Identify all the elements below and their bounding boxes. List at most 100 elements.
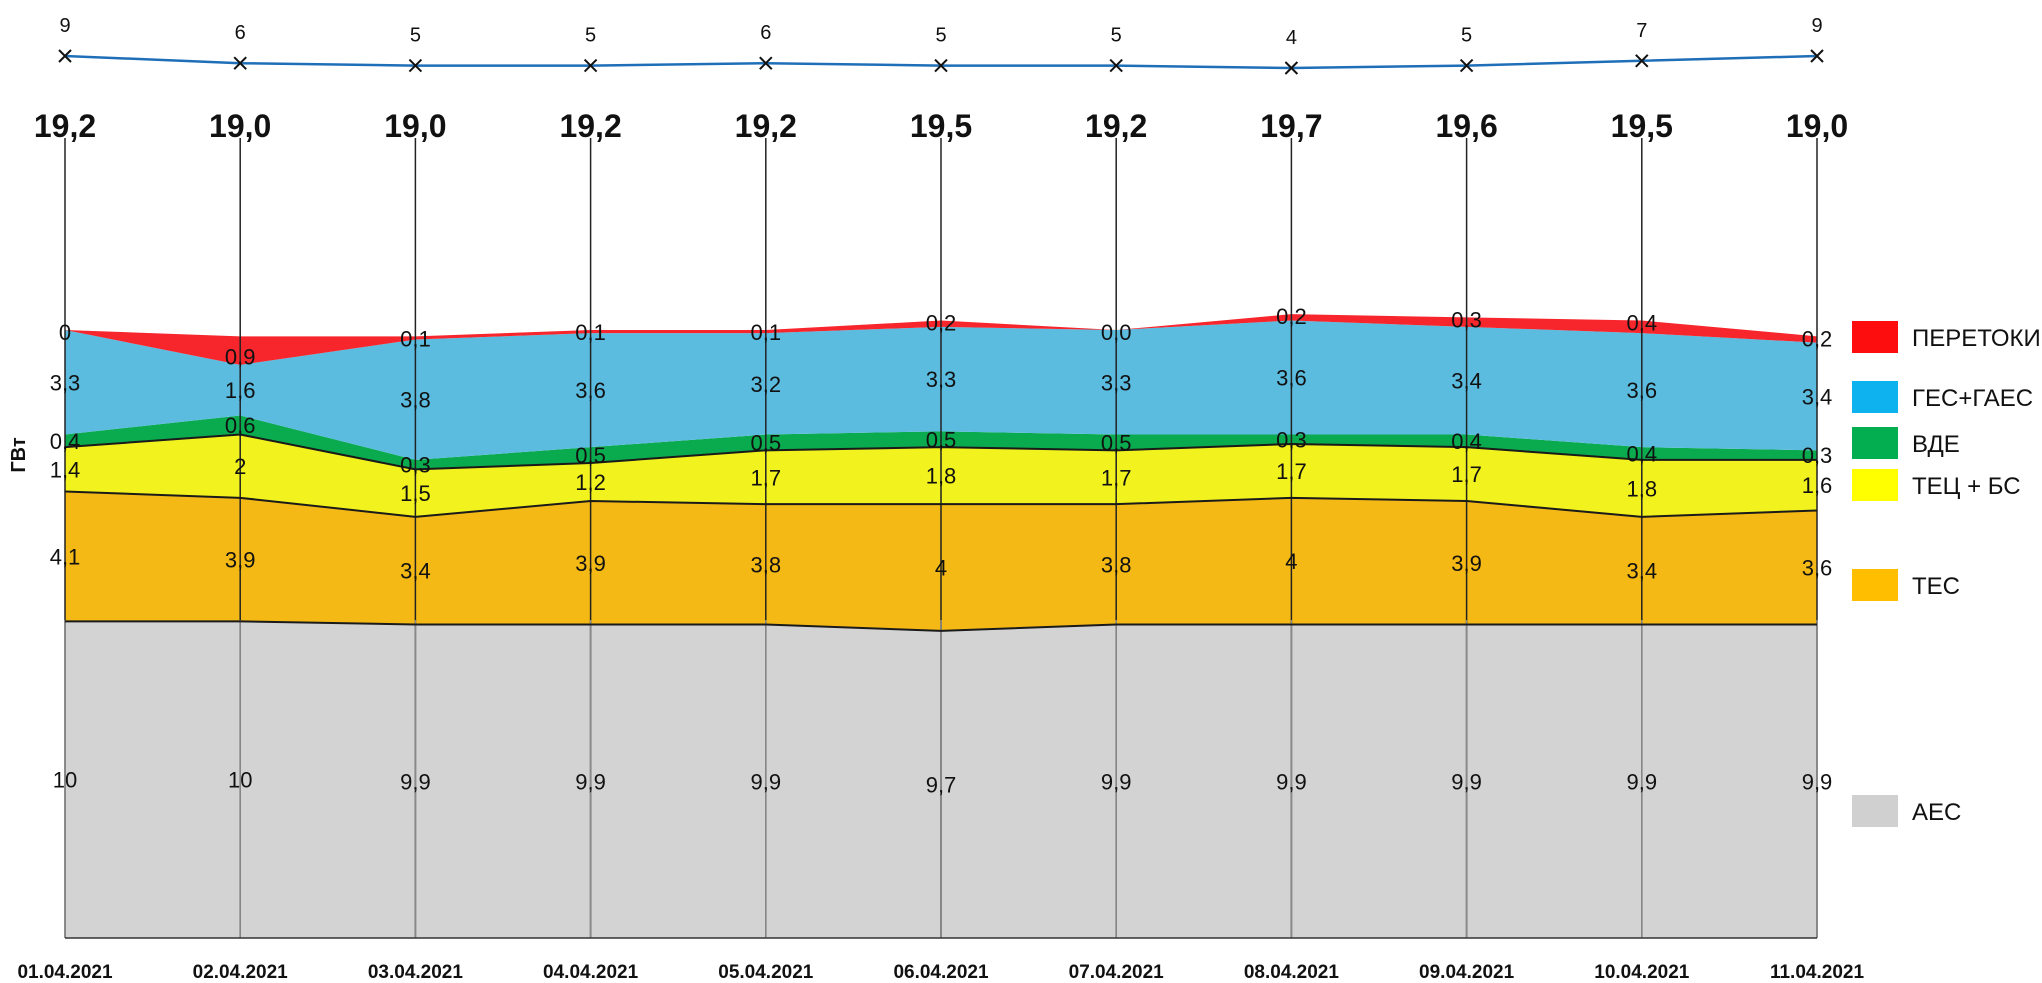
top-series-marker <box>583 58 598 73</box>
top-line-panel: 9 6 5 5 6 5 5 4 5 7 9 <box>58 15 1824 75</box>
value-label: 10 <box>53 768 77 793</box>
total-label: 19,0 <box>209 108 271 144</box>
value-label: 0,2 <box>926 311 957 336</box>
value-label: 3,4 <box>1627 559 1658 584</box>
value-label: 3,9 <box>225 548 256 573</box>
x-tick-label: 05.04.2021 <box>718 962 814 983</box>
value-label: 4 <box>1285 549 1297 574</box>
value-label: 0,9 <box>225 344 256 369</box>
value-label: 0,1 <box>575 320 606 345</box>
value-label: 1,7 <box>1101 465 1132 490</box>
total-label: 19,2 <box>735 108 797 144</box>
top-series-marker <box>1284 61 1299 75</box>
value-label: 9,9 <box>1802 769 1833 794</box>
legend-swatch <box>1852 381 1898 413</box>
value-label: 3,3 <box>1101 370 1132 395</box>
value-label: 2 <box>234 454 246 479</box>
top-series-label: 9 <box>1811 15 1822 37</box>
top-series-label: 6 <box>235 22 246 44</box>
value-label: 3,8 <box>751 552 782 577</box>
total-label: 19,0 <box>1786 108 1848 144</box>
x-tick-label: 06.04.2021 <box>893 962 989 983</box>
value-label: 3,2 <box>751 372 782 397</box>
value-label: 3,3 <box>50 370 81 395</box>
top-series-marker <box>1810 49 1824 63</box>
value-label: 1,8 <box>1627 476 1658 501</box>
value-label: 1,7 <box>1451 462 1482 487</box>
x-tick-label: 02.04.2021 <box>193 962 289 983</box>
value-label: 0,3 <box>1451 307 1482 332</box>
value-label: 3,6 <box>1276 366 1307 391</box>
value-label: 9,9 <box>575 769 606 794</box>
top-series-label: 5 <box>410 25 421 47</box>
total-label: 19,5 <box>910 108 972 144</box>
value-label: 9,9 <box>1627 769 1658 794</box>
value-label: 0,3 <box>1276 427 1307 452</box>
boundary-3 <box>64 433 1817 471</box>
value-label: 0,4 <box>1627 311 1658 336</box>
value-label: 9,9 <box>751 769 782 794</box>
total-label: 19,6 <box>1435 108 1497 144</box>
value-label: 1,5 <box>400 481 431 506</box>
value-label: 0,5 <box>1101 430 1132 455</box>
value-label: 9,9 <box>1101 769 1132 794</box>
legend-label: АЕС <box>1912 799 1961 826</box>
top-series-marker <box>1109 58 1123 73</box>
legend-label: ТЕЦ + БС <box>1912 473 2021 500</box>
top-series-label: 9 <box>59 15 70 37</box>
value-label: 3,6 <box>1627 378 1658 403</box>
top-series-label: 5 <box>935 25 946 47</box>
total-label: 19,2 <box>1085 108 1147 144</box>
legend-label: ТЕС <box>1912 573 1960 600</box>
top-series-marker <box>759 56 773 70</box>
legend-label: ГЕС+ГАЕС <box>1912 385 2033 412</box>
value-label: 0,2 <box>1276 304 1307 329</box>
value-label: 0,3 <box>400 453 431 478</box>
legend-swatch <box>1852 569 1898 601</box>
top-series-label: 7 <box>1636 20 1647 42</box>
value-label: 3,4 <box>1802 385 1833 410</box>
x-tick-label: 03.04.2021 <box>368 962 464 983</box>
value-label: 4,1 <box>50 544 81 569</box>
value-label: 3,4 <box>400 559 431 584</box>
value-label: 0,5 <box>575 443 606 468</box>
top-series-label: 5 <box>585 25 596 47</box>
x-tick-label: 10.04.2021 <box>1594 962 1690 983</box>
value-label: 9,9 <box>1451 769 1482 794</box>
series-boundaries <box>64 433 1818 632</box>
legend-swatch <box>1852 427 1898 459</box>
total-label: 19,2 <box>559 108 621 144</box>
value-label: 0,4 <box>50 429 81 454</box>
daily-totals: 19,2 19,0 19,0 19,2 19,2 19,5 19,2 19,7 19,6 19,5… <box>34 108 1848 144</box>
total-label: 19,5 <box>1611 108 1673 144</box>
value-label: 1,6 <box>1802 473 1833 498</box>
top-series-label: 5 <box>1461 25 1472 47</box>
boundary-1 <box>65 620 1817 632</box>
date-gridlines <box>64 138 1818 939</box>
legend-label: ПЕРЕТОКИ <box>1912 325 2041 352</box>
top-series-label: 6 <box>760 22 771 44</box>
y-axis-label: ГВт <box>8 437 30 473</box>
total-label: 19,2 <box>34 108 96 144</box>
value-label: 4 <box>935 556 947 581</box>
legend-swatch <box>1852 321 1898 353</box>
value-label: 3,3 <box>926 367 957 392</box>
top-series-label: 4 <box>1286 27 1297 49</box>
value-label: 1,4 <box>50 457 81 482</box>
value-label: 3,6 <box>575 378 606 403</box>
value-label: 0,2 <box>1802 326 1833 351</box>
top-series-marker <box>233 56 247 70</box>
top-series-marker <box>58 49 72 63</box>
value-label: 0,0 <box>1101 320 1132 345</box>
total-label: 19,7 <box>1260 108 1322 144</box>
value-label: 0,3 <box>1802 443 1833 468</box>
value-label: 10 <box>228 768 252 793</box>
top-series-marker <box>408 58 423 73</box>
x-tick-label: 09.04.2021 <box>1419 962 1515 983</box>
x-tick-label: 07.04.2021 <box>1069 962 1165 983</box>
value-label: 0 <box>59 320 71 345</box>
value-label: 0,5 <box>926 427 957 452</box>
value-label: 9,9 <box>1276 769 1307 794</box>
x-axis-labels: 01.04.2021 02.04.2021 03.04.2021 04.04.2021… <box>17 962 1864 983</box>
value-label: 0,6 <box>225 413 256 438</box>
